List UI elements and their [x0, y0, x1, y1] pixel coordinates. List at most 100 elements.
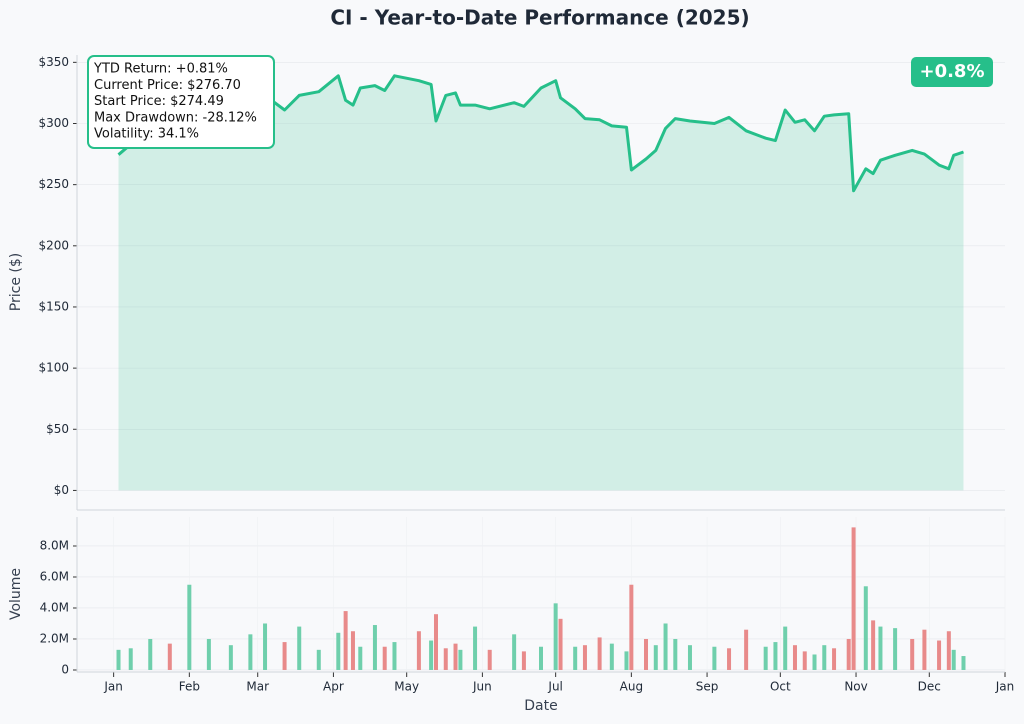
volume-bar: [822, 645, 827, 670]
volume-bar: [343, 611, 348, 670]
volume-bar: [687, 645, 692, 670]
price-area: [118, 75, 964, 491]
y-tick-label: 0: [61, 662, 69, 676]
y-tick-label: $50: [46, 422, 69, 436]
volume-bar: [372, 625, 377, 670]
x-axis-label: Date: [524, 698, 557, 714]
y-tick-label: 6.0M: [40, 569, 69, 583]
volume-bar: [316, 649, 321, 670]
volume-bar: [473, 626, 478, 670]
volume-bar: [228, 645, 233, 670]
volume-bar: [863, 586, 868, 670]
volume-bar: [128, 648, 133, 670]
volume-bar: [644, 638, 649, 670]
volume-bar: [382, 646, 387, 670]
volume-bar: [558, 618, 563, 670]
stats-line: Volatility: 34.1%: [94, 127, 199, 142]
stats-box-frame: [87, 55, 275, 149]
volume-bar: [392, 642, 397, 670]
volume-bar: [871, 620, 876, 670]
volume-bar: [453, 643, 458, 670]
volume-bar: [832, 648, 837, 670]
volume-bar: [336, 632, 341, 670]
x-tick-label: Mar: [246, 680, 269, 694]
stats-line: YTD Return: +0.81%: [93, 62, 228, 77]
y-tick-label: $100: [38, 361, 69, 375]
volume-bar: [458, 649, 463, 670]
volume-bar: [946, 631, 951, 670]
x-tick-label: Jul: [547, 680, 562, 694]
volume-bar: [582, 645, 587, 670]
volume-bar: [609, 643, 614, 670]
volume-bar: [443, 648, 448, 670]
y-tick-label: $250: [38, 177, 69, 191]
y-tick-label: $200: [38, 238, 69, 252]
x-tick-label: Sep: [696, 680, 719, 694]
return-badge-text: +0.8%: [919, 61, 984, 82]
volume-bar: [597, 637, 602, 670]
volume-bar: [282, 642, 287, 670]
y-tick-label: $300: [38, 116, 69, 130]
volume-bar: [248, 634, 253, 670]
x-tick-label: Feb: [179, 680, 200, 694]
volume-bar: [663, 623, 668, 670]
x-tick-label: Jan: [995, 680, 1015, 694]
y-tick-label: $350: [38, 55, 69, 69]
x-tick-label: Apr: [323, 680, 344, 694]
volume-bar: [802, 651, 807, 670]
stats-line: Start Price: $274.49: [94, 94, 224, 109]
volume-bar: [846, 638, 851, 670]
volume-bar: [937, 640, 942, 670]
volume-bar: [148, 638, 153, 670]
volume-bar: [653, 645, 658, 670]
stats-box: YTD Return: +0.81%Current Price: $276.70…: [87, 55, 275, 149]
volume-bar: [792, 645, 797, 670]
volume-bar: [783, 626, 788, 670]
stats-line: Max Drawdown: -28.12%: [94, 110, 257, 125]
x-tick-label: May: [394, 680, 419, 694]
volume-bar: [167, 643, 172, 670]
y-tick-label: 2.0M: [40, 631, 69, 645]
volume-bar: [629, 584, 634, 670]
y-tick-label: $0: [54, 483, 69, 497]
volume-bar: [763, 646, 768, 670]
volume-bar: [297, 626, 302, 670]
y-tick-label: 8.0M: [40, 538, 69, 552]
volume-bar: [878, 626, 883, 670]
x-tick-label: Aug: [620, 680, 643, 694]
y-tick-label: 4.0M: [40, 600, 69, 614]
volume-bar: [416, 631, 421, 670]
volume-bar: [812, 654, 817, 670]
return-badge: [911, 57, 993, 87]
volume-bar: [922, 629, 927, 670]
volume-bar: [539, 646, 543, 670]
volume-bar: [961, 656, 966, 670]
x-tick-label: Jun: [472, 680, 492, 694]
volume-bar: [521, 651, 526, 670]
volume-bar: [433, 614, 438, 670]
volume-bar: [263, 623, 268, 670]
volume-bar: [573, 646, 578, 670]
volume-bar: [893, 628, 898, 670]
volume-bar: [624, 651, 629, 670]
volume-bar: [910, 638, 915, 670]
volume-bar: [673, 638, 678, 670]
stats-line: Current Price: $276.70: [94, 78, 241, 93]
x-tick-label: Nov: [844, 680, 867, 694]
y-tick-label: $150: [38, 299, 69, 313]
volume-bar: [206, 638, 211, 670]
y-axis-label: Volume: [8, 568, 24, 620]
volume-bar: [951, 649, 956, 670]
volume-bar: [358, 646, 363, 670]
x-tick-label: Dec: [918, 680, 941, 694]
volume-bar: [712, 646, 717, 670]
volume-bar: [727, 648, 732, 670]
price-line: [117, 74, 964, 193]
volume-bar: [773, 642, 778, 670]
volume-bar: [487, 649, 492, 670]
x-tick-label: Jan: [103, 680, 123, 694]
y-axis-label: Price ($): [8, 253, 24, 311]
volume-bar: [429, 640, 434, 670]
volume-bar: [187, 584, 192, 670]
